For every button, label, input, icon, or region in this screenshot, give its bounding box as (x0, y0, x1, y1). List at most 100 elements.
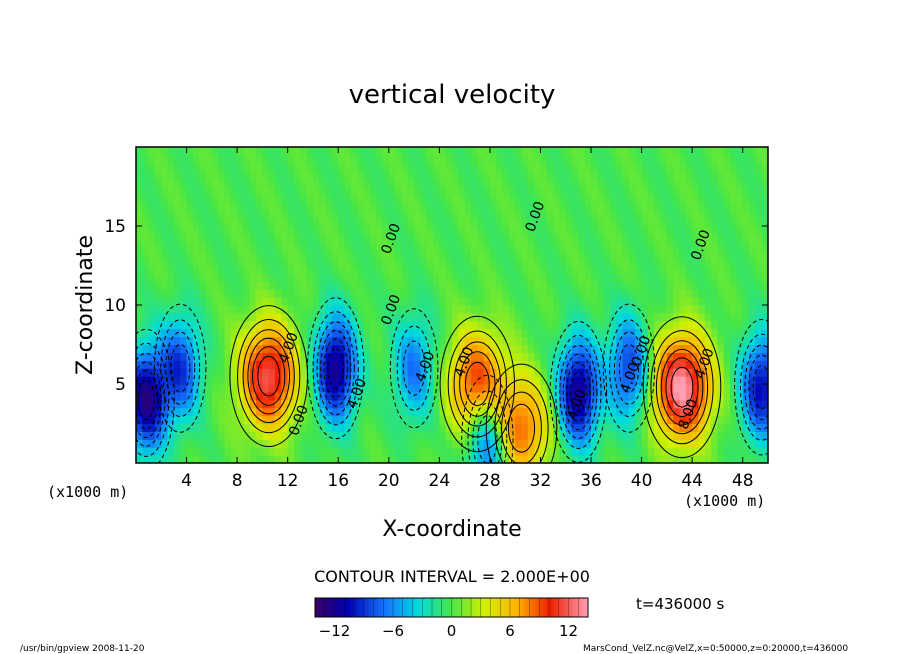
heatmap-cell (319, 391, 327, 401)
heatmap-cell (553, 226, 561, 235)
heatmap-cell (300, 431, 308, 440)
contour-line (453, 341, 501, 427)
heatmap-cell (142, 407, 150, 417)
heatmap-cell (489, 218, 497, 227)
heatmap-cell (218, 312, 226, 322)
heatmap-cell (603, 455, 611, 463)
heatmap-cell (761, 336, 768, 346)
heatmap-cell (553, 233, 561, 243)
heatmap-cell (294, 178, 301, 188)
heatmap-cell (698, 368, 706, 377)
heatmap-cell (685, 352, 693, 361)
heatmap-cell (382, 147, 390, 156)
heatmap-cell (692, 154, 700, 164)
heatmap-cell (376, 423, 384, 432)
heatmap-cell (477, 431, 485, 440)
heatmap-cell (357, 352, 365, 361)
heatmap-cell (635, 289, 643, 298)
heatmap-cell (148, 407, 156, 417)
heatmap-cell (173, 305, 181, 314)
heatmap-cell (546, 147, 554, 156)
heatmap-cell (666, 194, 674, 203)
heatmap-cell (281, 423, 289, 432)
heatmap-cell (660, 447, 668, 456)
heatmap-cell (572, 336, 579, 346)
heatmap-cell (521, 147, 529, 156)
heatmap-cell (294, 447, 301, 456)
heatmap-cell (300, 154, 308, 164)
heatmap-cell (723, 320, 731, 330)
heatmap-cell (603, 407, 611, 417)
heatmap-cell (420, 178, 428, 188)
heatmap-cell (635, 312, 643, 322)
heatmap-cell (730, 297, 737, 306)
heatmap-cell (192, 202, 200, 211)
heatmap-cell (622, 194, 630, 203)
heatmap-cell (565, 178, 573, 188)
heatmap-cell (749, 297, 756, 306)
heatmap-cell (508, 202, 516, 211)
heatmap-cell (268, 202, 276, 211)
heatmap-cell (464, 360, 472, 369)
heatmap-cell (426, 233, 434, 243)
heatmap-cell (464, 210, 472, 219)
heatmap-cell (723, 147, 731, 156)
heatmap-cell (660, 305, 668, 314)
footer-left: /usr/bin/gpview 2008-11-20 (20, 644, 145, 654)
heatmap-cell (344, 455, 352, 463)
heatmap-cell (597, 194, 605, 203)
heatmap-cell (281, 241, 289, 251)
heatmap-cell (268, 423, 276, 432)
heatmap-cell (338, 226, 346, 235)
heatmap-cell (148, 289, 156, 298)
heatmap-cell (331, 376, 339, 385)
heatmap-cell (401, 154, 409, 164)
heatmap-cell (508, 431, 516, 440)
heatmap-cell (205, 376, 213, 385)
heatmap-cell (237, 305, 245, 314)
heatmap-cell (622, 249, 630, 259)
heatmap-cell (230, 320, 238, 330)
heatmap-cell (711, 202, 719, 211)
heatmap-cell (711, 265, 719, 274)
heatmap-cell (666, 233, 674, 243)
heatmap-cell (616, 226, 624, 235)
heatmap-cell (369, 312, 377, 322)
heatmap-cell (610, 399, 617, 409)
heatmap-cell (205, 186, 213, 195)
heatmap-cell (300, 455, 308, 463)
heatmap-cell (344, 368, 352, 377)
heatmap-cell (376, 265, 384, 274)
heatmap-cell (723, 249, 731, 259)
heatmap-cell (275, 407, 282, 417)
heatmap-cell (230, 391, 238, 401)
heatmap-cell (553, 210, 561, 219)
heatmap-cell (534, 257, 542, 267)
heatmap-cell (407, 249, 415, 259)
heatmap-cell (218, 415, 226, 425)
heatmap-cell (660, 384, 668, 393)
heatmap-cell (287, 186, 295, 195)
heatmap-cell (161, 344, 169, 353)
heatmap-cell (628, 162, 636, 172)
heatmap-cell (704, 320, 712, 330)
heatmap-cell (363, 439, 371, 448)
heatmap-cell (534, 312, 542, 322)
contour-line (734, 319, 768, 456)
heatmap-cell (603, 376, 611, 385)
heatmap-cell (420, 170, 428, 180)
heatmap-cell (647, 336, 655, 346)
heatmap-cell (414, 218, 421, 227)
heatmap-cell (521, 305, 529, 314)
chart-title: vertical velocity (349, 80, 556, 110)
contour-line (665, 357, 699, 418)
heatmap-cell (477, 407, 485, 417)
heatmap-cell (534, 154, 542, 164)
heatmap-cell (224, 423, 232, 432)
heatmap-cell (660, 423, 668, 432)
heatmap-cell (173, 320, 181, 330)
heatmap-cell (730, 186, 737, 195)
heatmap-cell (477, 368, 485, 377)
heatmap-cell (749, 399, 756, 409)
